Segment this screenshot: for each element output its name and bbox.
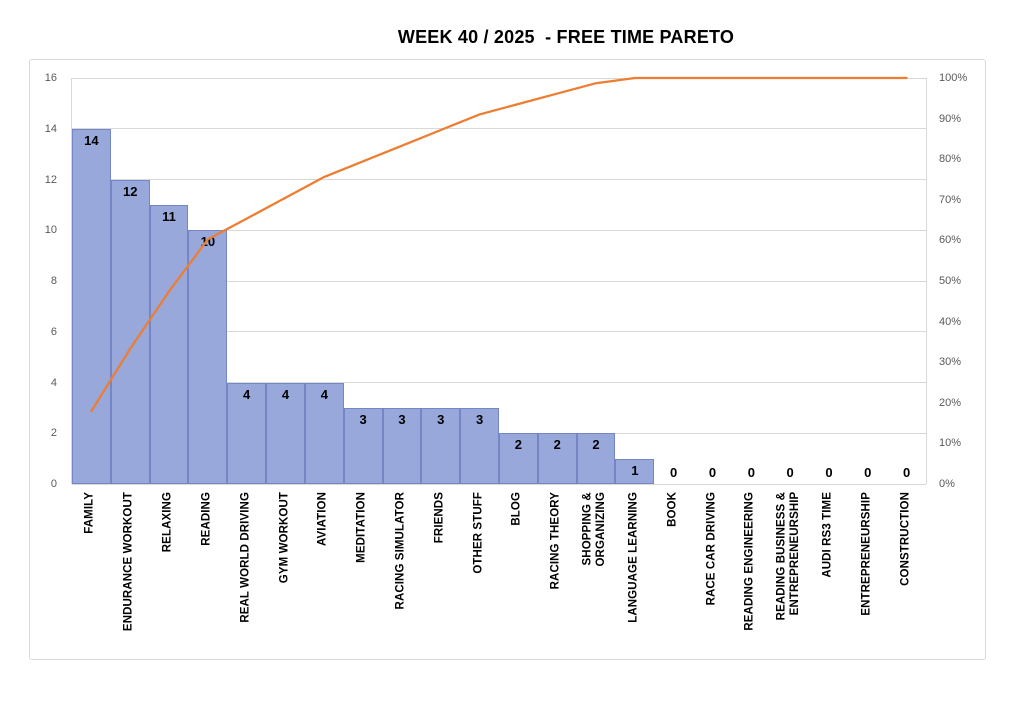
- bar-value-label: 2: [514, 437, 523, 453]
- gridline: [72, 331, 926, 333]
- bar-value-label: 0: [825, 465, 833, 480]
- category-label: READING: [200, 492, 213, 546]
- bar-value-label: 4: [243, 386, 251, 402]
- category-label: RACING THEORY: [549, 492, 562, 590]
- bar-value-label: 3: [475, 411, 484, 427]
- bar: [576, 433, 616, 484]
- bar: [188, 230, 228, 484]
- bar: [110, 179, 150, 484]
- y-axis-right-tick-label: 60%: [939, 234, 962, 247]
- category-label: FRIENDS: [433, 492, 446, 544]
- bar-value-label: 3: [359, 411, 367, 427]
- y-axis-right-tick-label: 70%: [939, 193, 962, 206]
- y-axis-left-tick-label: 10: [44, 224, 57, 237]
- bar-value-label: 0: [708, 465, 717, 480]
- bar: [304, 382, 344, 484]
- category-label: RELAXING: [161, 492, 174, 553]
- bar-value-label: 12: [122, 183, 138, 199]
- y-axis-left-tick-label: 6: [50, 325, 57, 338]
- y-axis-left-tick-label: 12: [44, 173, 57, 186]
- category-label: ENDURANCE WORKOUT: [122, 492, 135, 632]
- category-label: FAMILY: [83, 492, 96, 534]
- gridline: [72, 179, 926, 180]
- bar-value-label: 0: [864, 465, 872, 480]
- bar: [149, 204, 189, 484]
- category-label: AUDI RS3 TIME: [821, 492, 834, 578]
- category-label: GYM WORKOUT: [277, 492, 290, 584]
- bar: [266, 382, 305, 484]
- y-axis-right-tick-label: 0%: [939, 478, 955, 490]
- gridline: [72, 77, 926, 79]
- y-axis-left-tick-label: 2: [50, 427, 57, 440]
- y-axis-right-tick-label: 50%: [939, 275, 962, 287]
- y-axis-left-tick-label: 16: [44, 72, 57, 84]
- bar: [615, 458, 655, 484]
- gridline: [72, 483, 926, 485]
- category-label: SHOPPING & ORGANIZING: [581, 492, 608, 567]
- category-label: BLOG: [510, 492, 523, 526]
- bar-value-label: 3: [437, 411, 445, 427]
- category-label: READING BUSINESS & ENTREPRENEURSHIP: [775, 492, 802, 621]
- category-label: LANGUAGE LEARNING: [627, 492, 640, 623]
- bar-value-label: 2: [592, 437, 600, 453]
- y-axis-left-tick-label: 14: [44, 122, 57, 135]
- category-label: OTHER STUFF: [471, 492, 484, 574]
- bar-value-label: 4: [281, 386, 290, 402]
- y-axis-right-tick-label: 10%: [939, 437, 962, 450]
- bar-value-label: 4: [320, 386, 328, 402]
- bar-value-label: 0: [670, 465, 678, 480]
- category-label: MEDITATION: [355, 492, 368, 563]
- bar-value-label: 0: [747, 465, 755, 480]
- plot-area: 14 12 11 10 4 4 4 3 3 3 3 2 2 2 1 0 0 0 0 0 0 0: [71, 76, 927, 485]
- bar-value-label: 2: [553, 437, 561, 453]
- y-axis-left-tick-label: 8: [50, 275, 57, 287]
- bar: [537, 433, 577, 484]
- y-axis-right-tick-label: 80%: [939, 153, 962, 166]
- bar-value-label: 3: [398, 411, 406, 427]
- y-axis-right-tick-label: 100%: [939, 72, 968, 84]
- category-label: AVIATION: [316, 492, 329, 547]
- y-axis-right-tick-label: 20%: [939, 396, 962, 409]
- category-label: READING ENGINEERING: [743, 492, 756, 631]
- gridline: [72, 382, 926, 383]
- bar-value-label: 11: [162, 208, 176, 224]
- category-label: RACE CAR DRIVING: [704, 492, 717, 606]
- bar: [421, 407, 461, 484]
- gridline: [72, 128, 926, 130]
- category-label: RACING SIMULATOR: [394, 492, 407, 610]
- cumulative-line: [90, 76, 908, 413]
- chart-frame: 14 12 11 10 4 4 4 3 3 3 3 2 2 2 1 0 0 0 0 0 0 0 0 2 4 6 8 10 12 14 16…: [29, 59, 986, 660]
- gridline: [72, 229, 926, 231]
- bar: [382, 407, 422, 484]
- bar-value-label: 0: [902, 465, 911, 480]
- bar: [72, 128, 111, 484]
- bar: [227, 382, 267, 484]
- gridline: [72, 280, 926, 282]
- y-axis-left-tick-label: 4: [50, 376, 57, 389]
- y-axis-right-tick-label: 90%: [939, 112, 962, 125]
- category-label: CONSTRUCTION: [898, 492, 911, 586]
- bar-value-label: 1: [631, 462, 639, 478]
- bar: [499, 433, 538, 484]
- category-label: REAL WORLD DRIVING: [238, 492, 251, 623]
- category-label: BOOK: [665, 492, 678, 527]
- y-axis-left-tick-label: 0: [50, 478, 57, 490]
- bar: [343, 407, 383, 484]
- y-axis-right-tick-label: 40%: [939, 315, 962, 328]
- bar-value-label: 14: [84, 132, 99, 148]
- category-label: ENTREPRENEURSHIP: [860, 492, 873, 616]
- bar: [460, 407, 499, 484]
- bar-value-label: 0: [786, 465, 794, 480]
- chart-title: WEEK 40 / 2025 - FREE TIME PARETO: [397, 27, 735, 47]
- y-axis-right-tick-label: 30%: [939, 356, 962, 369]
